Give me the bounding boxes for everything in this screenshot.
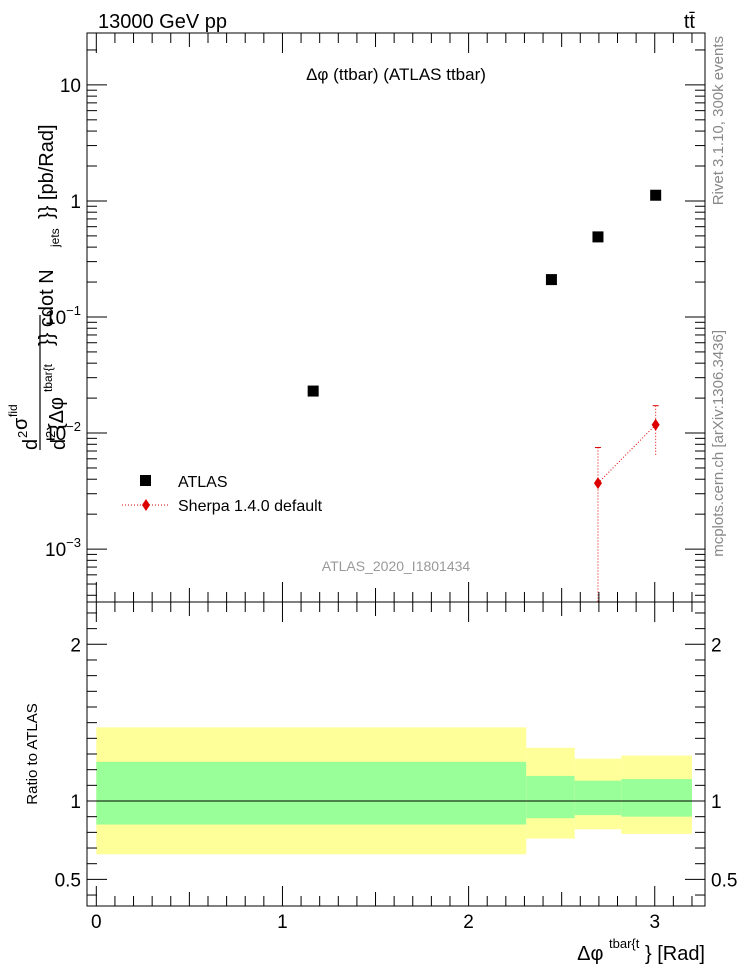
ratio-xlabel: Δφ tbar{t } [Rad]	[577, 931, 705, 965]
ratio-xtick-label-2: 2	[463, 912, 474, 933]
main-ytick-exp-4: −3	[66, 535, 81, 550]
ylabel-tail: }} [pb/Rad]	[36, 124, 58, 219]
ylabel-sup2: 2	[15, 431, 30, 438]
main-ytick-label-2: 10−1	[45, 303, 81, 329]
ylabel-cdot: }} cdot N	[36, 269, 58, 346]
xlabel-suffix: } [Rad]	[645, 943, 705, 965]
ratio-xtick-label-3: 3	[649, 912, 660, 933]
ylabel-sup2b: 2	[43, 431, 58, 438]
atlas-point-0	[307, 385, 319, 397]
sherpa-line	[597, 424, 657, 484]
svg-text:d 2 σ: d 2 σ fid	[6, 404, 42, 450]
ylabel-jets: jets	[48, 228, 62, 248]
main-ytick-exp-3: −2	[66, 419, 81, 434]
main-ytick-exp-2: −1	[66, 303, 81, 318]
main-marks	[307, 189, 662, 602]
main-title: Δφ (ttbar) (ATLAS ttbar)	[306, 65, 486, 84]
ratio-ytick-label-right-0: 0.5	[711, 870, 737, 891]
legend-atlas-marker	[140, 475, 151, 486]
main-ytick-label-0: 10	[60, 76, 81, 97]
ratio-inner-band-1	[526, 775, 575, 819]
ylabel-tbart: tbar{t	[41, 363, 55, 392]
ratio-ylabel: Ratio to ATLAS	[24, 703, 41, 804]
ylabel-fid: fid	[6, 404, 20, 417]
ratio-panel: 0.5 0.5 1 1 2 2 0 1 2 3 Ratio to ATLAS Δφ tbar{t …	[24, 601, 737, 965]
watermark: ATLAS_2020_I1801434	[322, 558, 471, 574]
ratio-xtick-label-0: 0	[91, 912, 102, 933]
ratio-ytick-label-left-2: 2	[70, 635, 81, 656]
ratio-inner-band-3	[621, 779, 692, 817]
ratio-marks	[96, 727, 692, 855]
sherpa-point-0	[593, 477, 602, 490]
main-ytick-label-1: 1	[70, 192, 81, 213]
svg-text:d 2 {Δφ: d 2 {Δφ tbar{t }} cdot N jets }} [pb/Rad…	[35, 124, 70, 450]
rivet-label: Rivet 3.1.10, 300k events	[710, 36, 727, 205]
ratio-ytick-label-left-0: 0.5	[55, 870, 81, 891]
header-energy: 13000 GeV pp	[98, 11, 227, 33]
ylabel-d2: d	[48, 439, 70, 450]
atlas-point-3	[650, 189, 662, 201]
ylabel-sigma: σ	[10, 417, 32, 430]
legend-sherpa-label: Sherpa 1.4.0 default	[178, 498, 323, 515]
main-ytick-base-3: 10	[45, 424, 66, 445]
main-ytick-label-3: 10−2	[45, 419, 81, 445]
legend-atlas-label: ATLAS	[178, 474, 228, 491]
main-frame	[86, 32, 706, 603]
ratio-ytick-label-right-1: 1	[711, 792, 722, 813]
legend-sherpa-marker	[142, 499, 150, 511]
header-process: tt̄	[684, 11, 696, 33]
ratio-ytick-label-left-1: 1	[70, 792, 81, 813]
ratio-ticks: 0.5 0.5 1 1 2 2 0 1 2 3	[55, 602, 737, 933]
ratio-inner-band-0	[96, 761, 527, 825]
main-ylabel: d 2 σ fid d 2 {Δφ tbar{t }} cdot N jets …	[6, 124, 70, 450]
ratio-xtick-label-1: 1	[277, 912, 288, 933]
ratio-ytick-label-right-2: 2	[711, 635, 722, 656]
xlabel-prefix: Δφ	[577, 943, 603, 965]
ratio-frame	[86, 601, 706, 907]
ratio-inner-band-2	[574, 780, 622, 816]
mcplots-label: mcplots.cern.ch [arXiv:1306.3436]	[710, 330, 727, 557]
legend: ATLAS Sherpa 1.4.0 default	[122, 474, 323, 515]
main-ytick-base-4: 10	[45, 540, 66, 561]
main-ytick-label-4: 10−3	[45, 535, 81, 561]
ylabel-brace: {Δφ	[46, 397, 68, 430]
sherpa-point-1	[651, 418, 660, 431]
atlas-point-1	[545, 274, 557, 286]
ylabel-d1: d	[20, 439, 42, 450]
atlas-point-2	[592, 231, 604, 243]
main-ytick-base-2: 10	[45, 308, 66, 329]
xlabel-sup: tbar{t	[609, 936, 640, 951]
